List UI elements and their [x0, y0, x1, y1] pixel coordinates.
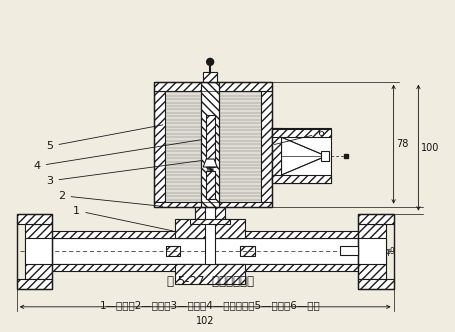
- Text: 3: 3: [46, 160, 202, 186]
- Text: 6: 6: [274, 128, 324, 144]
- Circle shape: [207, 58, 213, 65]
- Bar: [30, 238, 381, 264]
- Bar: [272, 129, 331, 137]
- Text: 4: 4: [34, 140, 202, 171]
- Bar: [205, 202, 215, 264]
- Bar: [190, 218, 230, 223]
- Bar: [30, 264, 381, 271]
- Bar: [358, 279, 394, 289]
- Bar: [358, 223, 386, 279]
- Bar: [206, 171, 215, 199]
- Bar: [321, 151, 329, 161]
- Bar: [25, 238, 52, 264]
- Bar: [154, 91, 165, 202]
- Bar: [166, 246, 180, 256]
- Bar: [219, 91, 261, 202]
- Bar: [25, 223, 52, 279]
- Bar: [203, 72, 217, 82]
- Bar: [272, 128, 282, 183]
- Text: 102: 102: [196, 316, 214, 326]
- Bar: [154, 202, 272, 207]
- Bar: [358, 213, 394, 289]
- Text: 78: 78: [397, 139, 409, 149]
- Text: 2: 2: [58, 191, 163, 207]
- Bar: [201, 82, 219, 207]
- Polygon shape: [203, 159, 217, 167]
- Bar: [201, 82, 219, 207]
- Bar: [165, 91, 261, 202]
- Bar: [272, 175, 331, 183]
- Bar: [17, 279, 52, 289]
- Text: 5: 5: [46, 125, 163, 151]
- Bar: [358, 213, 394, 223]
- Bar: [195, 202, 225, 218]
- Text: 图 5-27  直动式电磁阀: 图 5-27 直动式电磁阀: [167, 275, 253, 288]
- Bar: [340, 246, 358, 255]
- Bar: [176, 218, 245, 238]
- Bar: [272, 128, 331, 183]
- Bar: [154, 82, 272, 207]
- Bar: [176, 264, 245, 284]
- Text: 1: 1: [73, 206, 173, 231]
- Bar: [261, 91, 272, 202]
- Bar: [154, 82, 272, 91]
- Bar: [17, 213, 52, 223]
- Text: 100: 100: [421, 143, 440, 153]
- Bar: [30, 231, 381, 238]
- Bar: [206, 116, 215, 167]
- Bar: [240, 246, 255, 256]
- Text: φ9: φ9: [386, 247, 395, 256]
- Bar: [358, 238, 386, 264]
- Text: 1—阀体；2—阀座；3—铁芯；4—隔磁套管；5—线圈；6—弹簧: 1—阀体；2—阀座；3—铁芯；4—隔磁套管；5—线圈；6—弹簧: [100, 300, 320, 310]
- Bar: [165, 91, 201, 202]
- Bar: [17, 213, 52, 289]
- Polygon shape: [282, 137, 326, 175]
